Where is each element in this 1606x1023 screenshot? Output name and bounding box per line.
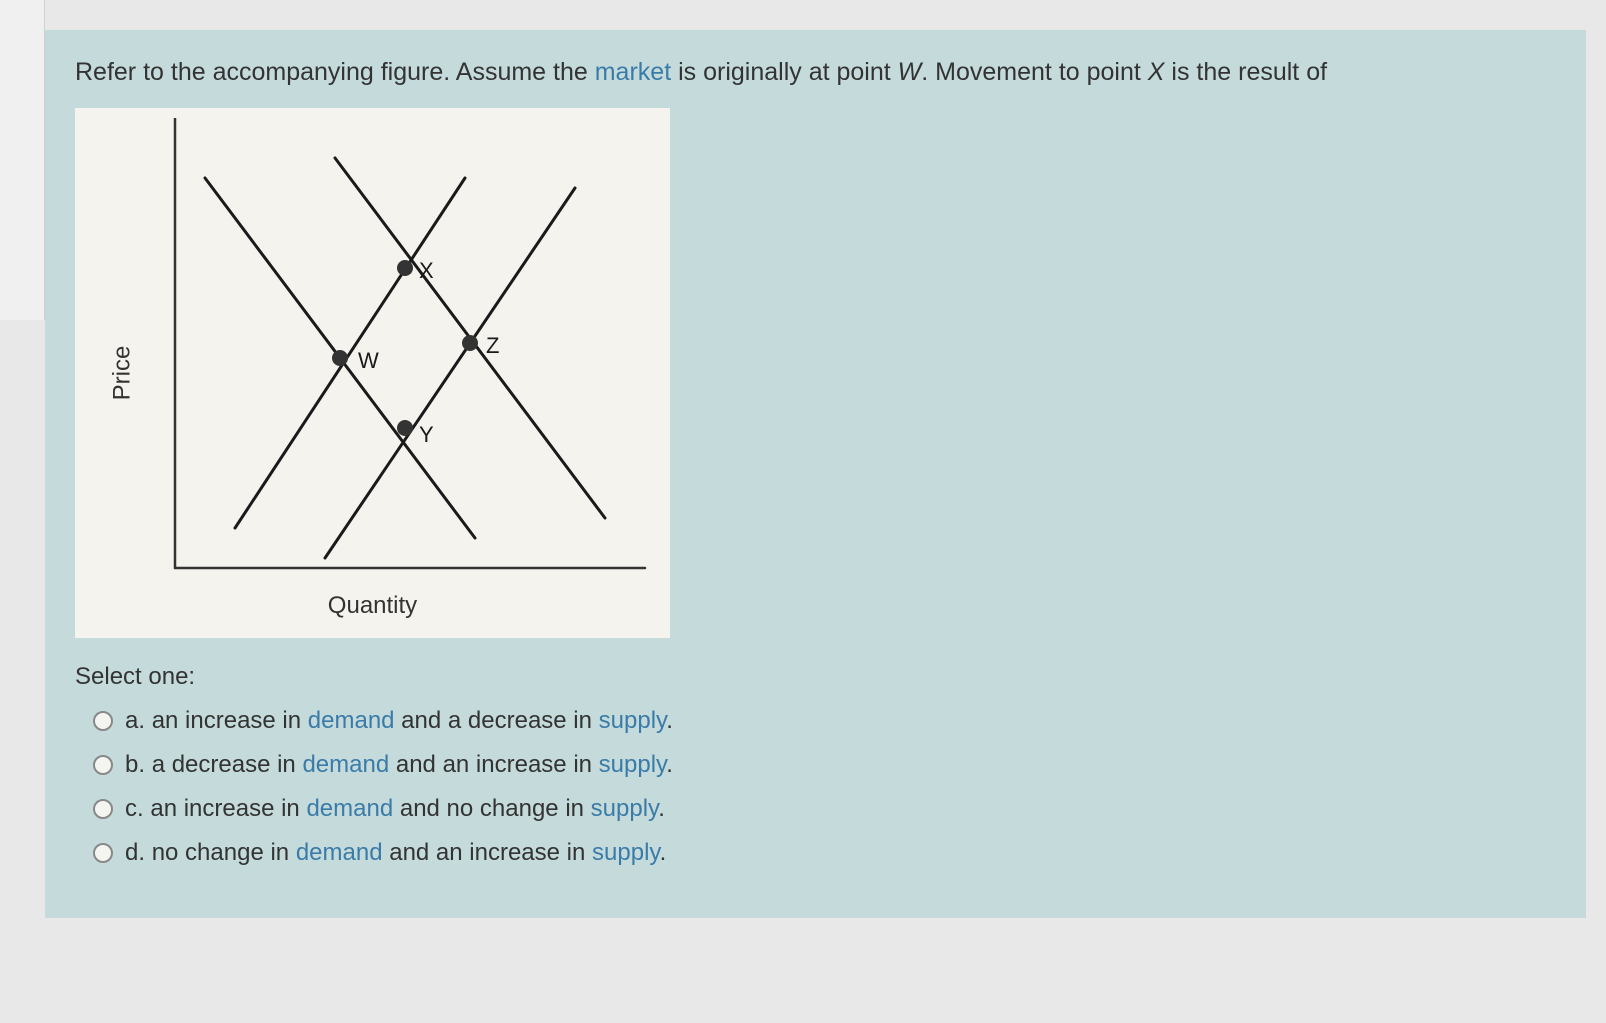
option-part: a decrease in [152, 751, 303, 778]
sidebar-stub [0, 0, 45, 320]
option-b-text: b. a decrease in demand and an increase … [125, 751, 673, 779]
question-panel: Refer to the accompanying figure. Assume… [45, 30, 1586, 918]
option-part: . [666, 707, 673, 734]
point-label-w: W [358, 348, 379, 373]
option-part: . [666, 751, 673, 778]
option-a-text: a. an increase in demand and a decrease … [125, 707, 673, 735]
option-b[interactable]: b. a decrease in demand and an increase … [75, 751, 1556, 779]
radio-d[interactable] [93, 843, 113, 863]
point-x [397, 260, 413, 276]
radio-c[interactable] [93, 799, 113, 819]
option-part: . [660, 839, 667, 866]
option-letter: d. [125, 839, 152, 866]
option-part: and no change in [393, 795, 591, 822]
question-middle: is originally at point [671, 58, 898, 86]
supply-link[interactable]: supply [592, 839, 660, 866]
demand-link[interactable]: demand [302, 751, 389, 778]
point-label-x: X [419, 258, 434, 283]
figure-container: Price W X Z Y Quantity [75, 108, 670, 638]
option-part: an increase in [150, 795, 306, 822]
question-middle2: . Movement to point [921, 58, 1148, 86]
point-x-ref: X [1148, 58, 1165, 86]
demand-link[interactable]: demand [296, 839, 383, 866]
select-one-label: Select one: [75, 663, 1556, 691]
demand-link[interactable]: demand [308, 707, 395, 734]
option-d[interactable]: d. no change in demand and an increase i… [75, 839, 1556, 867]
point-label-y: Y [419, 422, 434, 447]
point-y [397, 420, 413, 436]
question-prefix: Refer to the accompanying figure. Assume… [75, 58, 595, 86]
option-part: and a decrease in [395, 707, 599, 734]
point-w-ref: W [898, 58, 922, 86]
option-letter: a. [125, 707, 152, 734]
option-part: . [658, 795, 665, 822]
supply-link[interactable]: supply [599, 751, 667, 778]
radio-a[interactable] [93, 711, 113, 731]
market-link[interactable]: market [595, 58, 671, 86]
option-letter: b. [125, 751, 152, 778]
option-d-text: d. no change in demand and an increase i… [125, 839, 666, 867]
supply-link[interactable]: supply [599, 707, 667, 734]
question-text: Refer to the accompanying figure. Assume… [75, 55, 1556, 90]
point-z [462, 335, 478, 351]
supply-link[interactable]: supply [591, 795, 659, 822]
option-part: and an increase in [389, 751, 598, 778]
option-a[interactable]: a. an increase in demand and a decrease … [75, 707, 1556, 735]
option-part: no change in [152, 839, 296, 866]
option-part: an increase in [152, 707, 308, 734]
question-suffix: is the result of [1164, 58, 1327, 86]
x-axis-label: Quantity [328, 592, 417, 620]
option-part: and an increase in [383, 839, 592, 866]
supply-line-1 [235, 178, 465, 528]
option-c[interactable]: c. an increase in demand and no change i… [75, 795, 1556, 823]
demand-link[interactable]: demand [306, 795, 393, 822]
y-axis-label: Price [108, 346, 136, 401]
supply-demand-chart: W X Z Y [145, 118, 655, 598]
point-w [332, 350, 348, 366]
radio-b[interactable] [93, 755, 113, 775]
point-label-z: Z [486, 333, 499, 358]
option-letter: c. [125, 795, 150, 822]
option-c-text: c. an increase in demand and no change i… [125, 795, 665, 823]
